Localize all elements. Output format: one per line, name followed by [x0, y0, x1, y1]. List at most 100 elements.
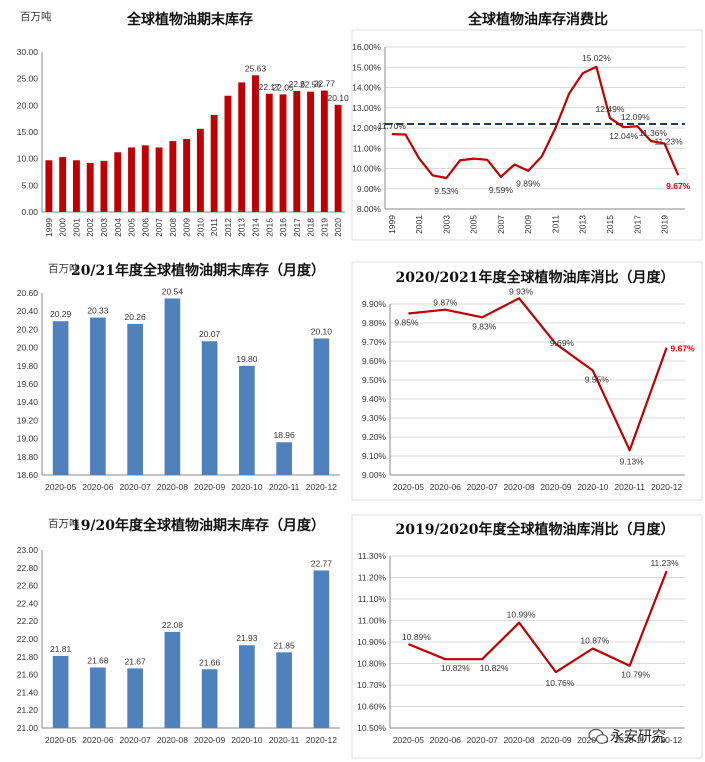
y-tick-label: 9.10%: [362, 451, 387, 461]
x-tick-label: 2020-12: [651, 735, 682, 745]
bar: [72, 160, 80, 212]
y-tick-label: 8.00%: [357, 204, 382, 214]
y-tick-label: 19.60: [17, 379, 39, 389]
data-label: 12.49%: [596, 104, 625, 114]
x-tick-label: 2020-08: [157, 735, 188, 745]
y-tick-label: 9.40%: [362, 394, 387, 404]
data-label: 22.6: [289, 79, 306, 89]
bar: [100, 160, 108, 212]
bar: [86, 162, 94, 212]
chart-2021-monthly-ratio: 2020/2021年度全球植物油库消比（月度） 9.00% 9.10% 9.20% 9.…: [362, 269, 695, 492]
x-tick-label: 1999: [387, 215, 397, 234]
data-label: 20.26: [124, 312, 146, 322]
x-tick-label: 2011: [209, 218, 219, 237]
y-tick-label: 20.00: [17, 100, 39, 110]
x-tick-label: 2020-05: [45, 482, 76, 492]
x-tick-label: 2020-07: [467, 482, 498, 492]
bar: [313, 338, 330, 475]
x-tick-label: 2020-07: [120, 735, 151, 745]
data-label: 22.17: [259, 82, 281, 92]
x-tick-label: 2000: [58, 218, 68, 237]
data-label: 18.96: [273, 430, 295, 440]
y-tick-label: 19.00: [17, 434, 39, 444]
chart-1920-monthly-stocks: 19/20年度全球植物油期末库存（月度）百万吨 21.00 21.20 21.40 21…: [17, 517, 340, 745]
y-tick-label: 20.00: [17, 343, 39, 353]
y-tick-label: 11.30%: [358, 551, 387, 561]
x-tick-label: 2011: [550, 215, 560, 234]
chart-title: 2019/2020年度全球植物油库消比（月度）: [395, 521, 674, 538]
y-tick-label: 19.40: [17, 397, 39, 407]
y-tick-label: 14.00%: [352, 83, 381, 93]
y-tick-label: 30.00: [17, 47, 39, 57]
x-tick-label: 2020-10: [577, 482, 608, 492]
chart-title: 全球植物油库存消费比: [467, 11, 608, 28]
x-tick-label: 2020-11: [269, 482, 300, 492]
data-label: 20.54: [162, 286, 184, 296]
bar: [164, 631, 181, 728]
data-label: 21.67: [124, 656, 146, 666]
bar: [169, 141, 177, 212]
data-label: 10.87%: [580, 635, 609, 645]
y-tick-label: 21.00: [17, 723, 39, 733]
y-tick-label: 9.30%: [362, 413, 387, 423]
y-tick-label: 22.40: [17, 598, 39, 608]
bar: [128, 147, 135, 212]
y-tick-label: 9.90%: [362, 299, 387, 309]
x-tick-label: 2014: [250, 218, 260, 237]
y-tick-label: 25.00: [17, 74, 39, 84]
x-tick-label: 2007: [154, 218, 164, 237]
data-label: 10.79%: [621, 670, 650, 680]
x-tick-label: 2020-06: [430, 482, 461, 492]
y-tick-label: 0.00: [21, 207, 38, 217]
y-tick-label: 19.20: [17, 415, 39, 425]
bar: [334, 104, 342, 212]
bar: [45, 160, 53, 212]
data-label: 10.89%: [402, 632, 431, 642]
y-tick-label: 20.60: [17, 288, 39, 298]
unit-label: 百万吨: [20, 10, 52, 23]
y-tick-label: 20.40: [17, 306, 39, 316]
data-label: 22.77: [314, 79, 336, 89]
y-tick-label: 9.80%: [362, 318, 387, 328]
y-tick-label: 23.00: [17, 545, 39, 555]
x-tick-label: 2020-12: [306, 735, 337, 745]
x-tick-label: 2020-07: [467, 735, 498, 745]
x-tick-label: 2020: [333, 218, 343, 237]
y-tick-label: 16.00%: [352, 42, 381, 52]
x-tick-label: 2020-05: [45, 735, 76, 745]
bar: [90, 667, 106, 728]
bar: [52, 655, 69, 728]
y-tick-label: 9.70%: [362, 337, 387, 347]
data-label: 11.23%: [650, 558, 679, 568]
data-label: 20.07: [199, 329, 221, 339]
data-label: 22.05: [272, 82, 294, 92]
y-tick-label: 9.50%: [362, 375, 387, 385]
x-tick-label: 2010: [195, 218, 205, 237]
x-tick-label: 2019: [319, 218, 329, 237]
y-tick-label: 21.60: [17, 670, 39, 680]
data-label: 20.29: [50, 309, 72, 319]
series-line: [408, 297, 668, 452]
data-label: 9.85%: [394, 318, 419, 328]
y-tick-label: 11.20%: [358, 573, 387, 583]
y-tick-label: 11.10%: [358, 594, 387, 604]
bar: [238, 82, 246, 213]
data-label: 9.59%: [489, 185, 514, 195]
x-tick-label: 2008: [168, 218, 178, 237]
data-label: 9.87%: [433, 298, 458, 308]
bar: [52, 321, 69, 475]
x-tick-label: 2015: [264, 218, 274, 237]
y-tick-label: 10.00: [17, 154, 39, 164]
y-tick-label: 5.00: [21, 180, 38, 190]
x-tick-label: 2005: [127, 218, 137, 237]
bar: [239, 645, 255, 728]
data-label: 19.80: [236, 354, 258, 364]
chart-2021-monthly-stocks: 20/21年度全球植物油期末库存（月度）百万吨 18.60 18.80 19.00 19…: [17, 262, 340, 492]
bar: [90, 317, 106, 475]
x-tick-label: 2013: [237, 218, 247, 237]
bar: [164, 298, 181, 475]
data-label: 9.67%: [666, 181, 691, 191]
y-tick-label: 11.00%: [358, 616, 387, 626]
y-tick-label: 12.00%: [352, 123, 381, 133]
data-label: 12.09%: [621, 112, 650, 122]
